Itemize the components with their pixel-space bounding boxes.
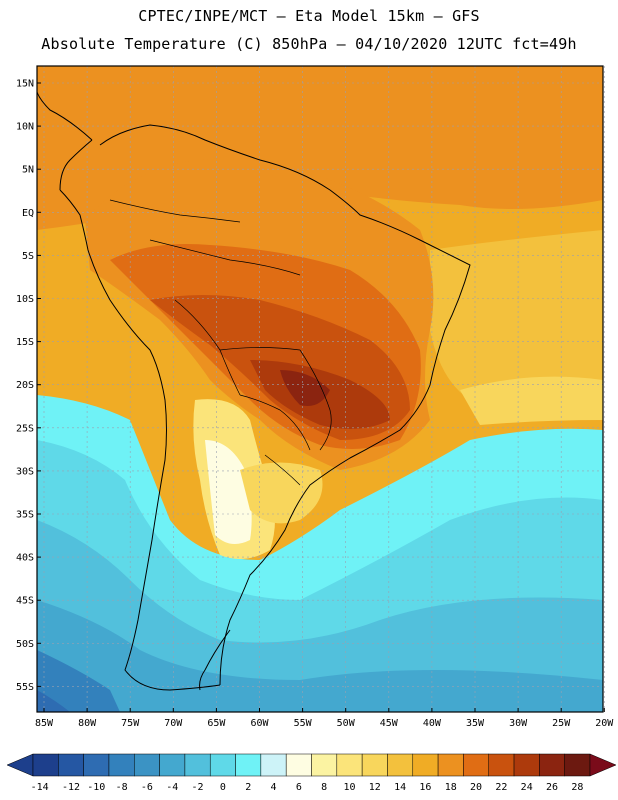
colorbar-tick-label: 16 — [419, 782, 431, 793]
latitude-label: 25S — [16, 423, 34, 434]
latitude-label: 5S — [22, 251, 34, 262]
colorbar-tick-label: 10 — [343, 782, 355, 793]
colorbar-cell — [58, 754, 83, 776]
color-scale-tick-labels: -14 -12 -10 -8 -6 -4 -2 0 2 4 6 8 10 12 14 16 18 20 22 24 26… — [31, 782, 584, 793]
longitude-label: 50W — [337, 718, 356, 729]
colorbar-tick-label: 22 — [495, 782, 507, 793]
colorbar-tick-label: 28 — [571, 782, 583, 793]
colorbar-cell — [160, 754, 185, 776]
longitude-label: 60W — [250, 718, 269, 729]
colorbar-cell — [489, 754, 514, 776]
latitude-label: 10S — [16, 294, 34, 305]
color-scale-cells — [7, 754, 616, 776]
colorbar-tick-label: 18 — [445, 782, 457, 793]
latitude-label: 10N — [16, 122, 34, 133]
latitude-label: 45S — [16, 596, 34, 607]
colorbar-cell — [362, 754, 387, 776]
colorbar-cell — [210, 754, 235, 776]
latitude-label: 35S — [16, 510, 34, 521]
colorbar-tick-label: 24 — [521, 782, 533, 793]
colorbar-tick-label: 14 — [394, 782, 406, 793]
colorbar-cell — [261, 754, 286, 776]
longitude-label: 85W — [35, 718, 54, 729]
temperature-map: 15N 10N 5N EQ 5S 10S 15S 20S 25S 30S 35S 40S 45S 50S 5… — [0, 0, 618, 740]
colorbar-cell — [109, 754, 134, 776]
colorbar-cell — [387, 754, 412, 776]
colorbar-cell — [33, 754, 58, 776]
colorbar-tick-label: -4 — [166, 782, 178, 793]
colorbar-cell — [539, 754, 564, 776]
longitude-label: 30W — [509, 718, 528, 729]
longitude-label: 70W — [164, 718, 183, 729]
colorbar-cell — [438, 754, 463, 776]
longitude-label: 55W — [294, 718, 313, 729]
colorbar-tick-label: -8 — [116, 782, 128, 793]
colorbar-tick-label: -6 — [141, 782, 153, 793]
longitude-label: 75W — [121, 718, 140, 729]
colorbar-tick-label: 20 — [470, 782, 482, 793]
colorbar-tick-label: 8 — [321, 782, 327, 793]
colorbar-cell — [185, 754, 210, 776]
latitude-label: 20S — [16, 380, 34, 391]
colorbar-cell — [84, 754, 109, 776]
latitude-label: 40S — [16, 553, 34, 564]
colorbar-tick-label: -12 — [62, 782, 80, 793]
colorbar-tick-label: 6 — [296, 782, 302, 793]
latitude-label: EQ — [22, 208, 34, 219]
colorbar-cell — [236, 754, 261, 776]
colorbar-cell — [134, 754, 159, 776]
longitude-label: 80W — [78, 718, 97, 729]
colorbar-cell — [565, 754, 590, 776]
longitude-label: 20W — [595, 718, 614, 729]
latitude-label: 15N — [16, 79, 34, 90]
latitude-label: 15S — [16, 337, 34, 348]
colorbar-tick-label: -10 — [87, 782, 105, 793]
latitude-label: 5N — [22, 165, 34, 176]
colorbar-cell — [463, 754, 488, 776]
colorbar-tick-label: 2 — [245, 782, 251, 793]
colorbar-max-arrow — [590, 754, 616, 776]
longitude-label: 65W — [207, 718, 226, 729]
colorbar-tick-label: 4 — [271, 782, 277, 793]
colorbar-cell — [337, 754, 362, 776]
longitude-label: 35W — [466, 718, 485, 729]
colorbar-min-arrow — [7, 754, 33, 776]
latitude-label: 50S — [16, 639, 34, 650]
colorbar-tick-label: 12 — [369, 782, 381, 793]
colorbar-cell — [514, 754, 539, 776]
colorbar-tick-label: 26 — [546, 782, 558, 793]
longitude-label: 25W — [552, 718, 571, 729]
color-scale-bar: -14 -12 -10 -8 -6 -4 -2 0 2 4 6 8 10 12 14 16 18 20 22 24 26… — [0, 740, 618, 800]
longitude-label: 45W — [380, 718, 399, 729]
colorbar-cell — [312, 754, 337, 776]
colorbar-tick-label: -2 — [192, 782, 204, 793]
colorbar-tick-label: -14 — [31, 782, 49, 793]
colorbar-cell — [286, 754, 311, 776]
latitude-label: 55S — [16, 682, 34, 693]
longitude-label: 40W — [423, 718, 442, 729]
colorbar-cell — [413, 754, 438, 776]
latitude-label: 30S — [16, 466, 34, 477]
colorbar-tick-label: 0 — [220, 782, 226, 793]
